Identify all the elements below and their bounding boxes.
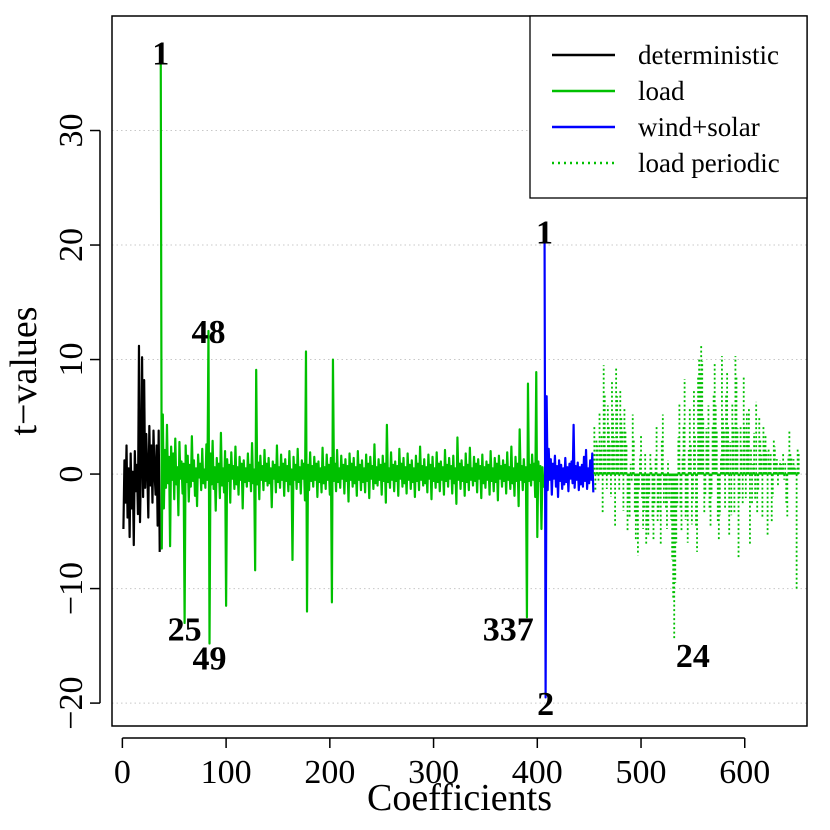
series-group [122,56,800,699]
y-tick-label: 30 [53,114,90,148]
annotation-label: 25 [168,612,202,649]
annotation-label: 24 [676,638,710,675]
annotation-label: 49 [193,640,227,677]
x-tick-label: 500 [616,754,667,791]
y-axis-title: t−values [3,306,45,435]
series-load-periodic [593,344,800,641]
legend-entry: deterministic [638,40,779,70]
line-load [159,56,545,645]
y-tick-label: 10 [53,343,90,377]
line-deterministic [122,344,161,552]
y-tick-label: −20 [53,677,90,730]
y-tick-label: 20 [53,228,90,262]
x-tick-label: 300 [408,754,459,791]
plot-frame [111,15,808,727]
annotation-label: 48 [191,314,225,351]
x-tick-label: 600 [719,754,770,791]
series-wind-solar [543,235,595,699]
legend-entry: load [638,76,685,106]
legend-entry: load periodic [638,148,780,178]
y-tick-label: −10 [53,562,90,615]
annotation-label: 1 [152,36,169,73]
x-tick-label: 0 [114,754,131,791]
series-deterministic [122,344,161,552]
axes: 0 100 200 300 400 500 600 −20 −10 0 10 20 30 [53,114,770,791]
legend-entry: wind+solar [638,112,760,142]
legend: deterministic load wind+solar load periodic [529,15,808,199]
line-wind-solar [543,235,595,699]
series-load [159,56,545,645]
annotation-label: 1 [536,214,553,251]
x-axis-title: Coefficients [367,777,552,819]
legend-box [529,15,808,199]
x-tick-label: 100 [201,754,252,791]
x-tick-label: 200 [304,754,355,791]
annotation-label: 2 [537,686,554,723]
y-tick-label: 0 [53,466,90,483]
gridlines [112,130,807,704]
x-tick-label: 400 [512,754,563,791]
annotation-label: 337 [483,612,534,649]
